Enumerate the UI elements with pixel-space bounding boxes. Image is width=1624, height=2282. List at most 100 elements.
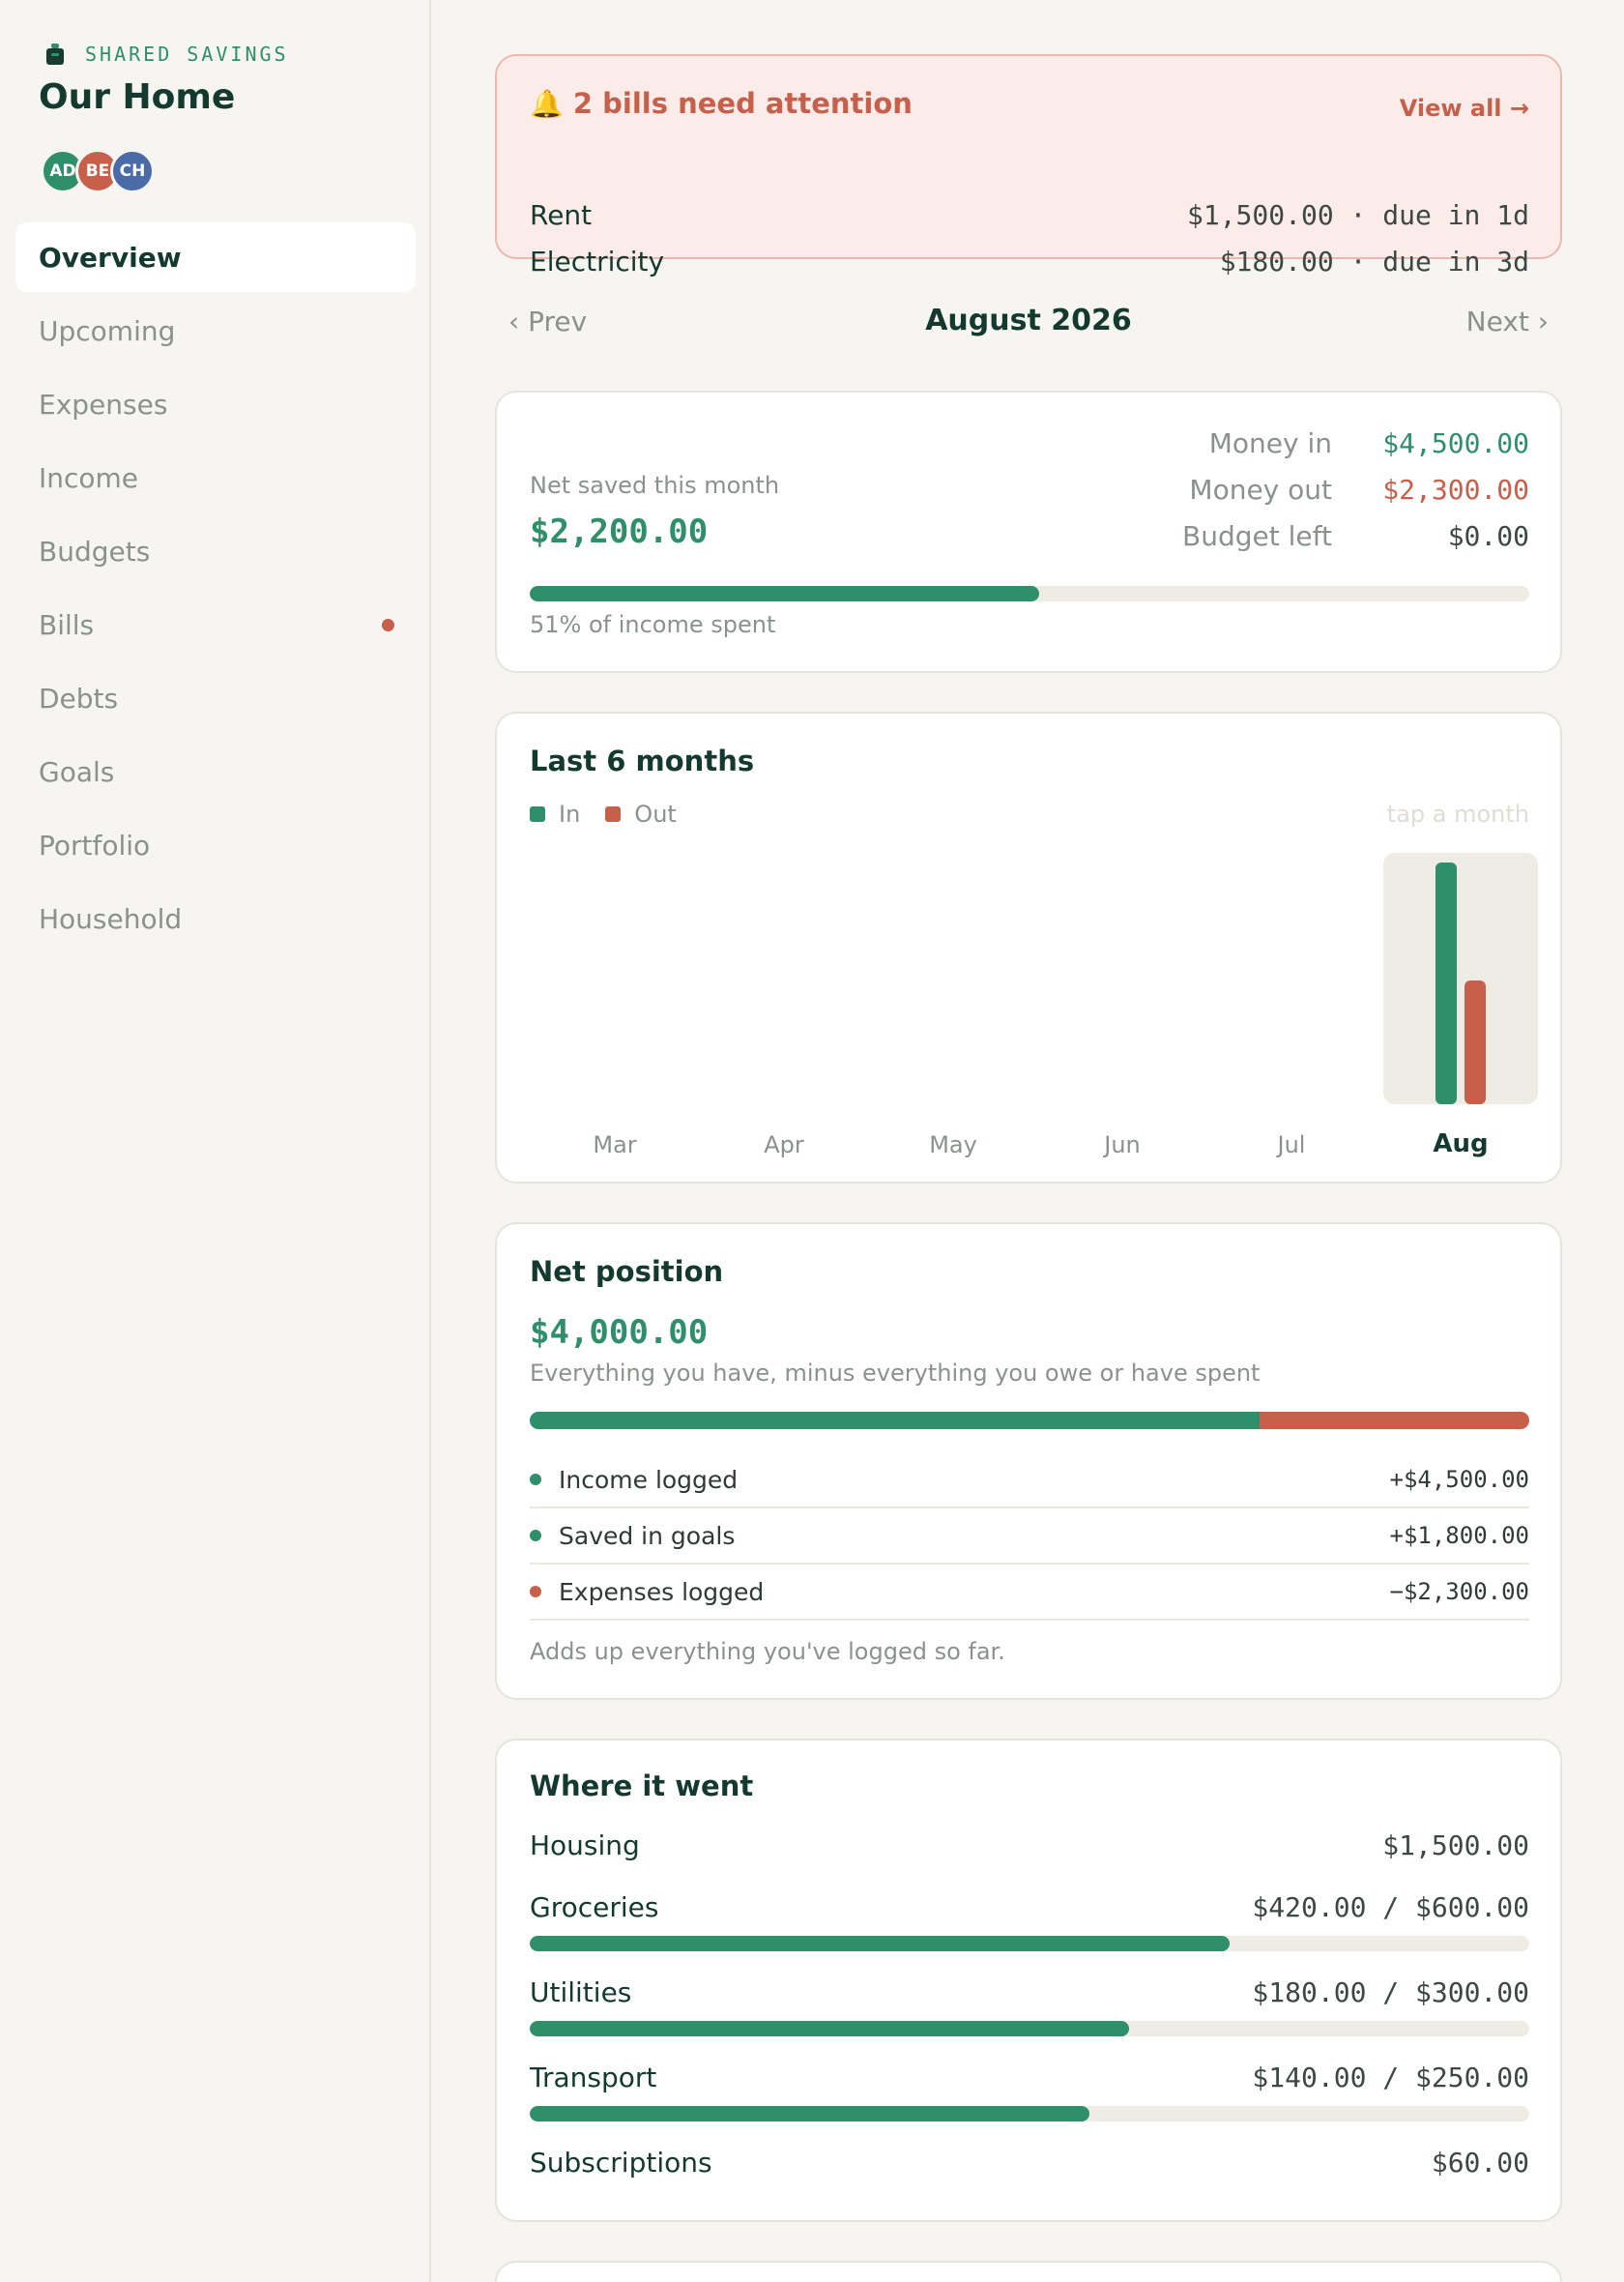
card-title: Last 6 months	[530, 745, 755, 777]
month-column-aug[interactable]: Aug	[1383, 853, 1538, 1158]
household-title: Our Home	[39, 77, 236, 117]
month-label: Jul	[1277, 1131, 1306, 1158]
stat-label: Budget left	[1182, 519, 1332, 552]
stat-value: $4,500.00	[1382, 426, 1529, 459]
bill-detail: $1,500.00 · due in 1d	[1186, 198, 1529, 231]
sidebar-item-income[interactable]: Income	[15, 443, 416, 512]
category-progress	[530, 2106, 1529, 2121]
status-dot	[530, 1530, 541, 1541]
legend-label: Out	[634, 801, 677, 828]
current-month: August 2026	[925, 304, 1132, 337]
sidebar-item-label: Overview	[39, 241, 182, 274]
sidebar-item-overview[interactable]: Overview	[15, 222, 416, 292]
sidebar-item-upcoming[interactable]: Upcoming	[15, 296, 416, 366]
month-label: May	[929, 1131, 977, 1158]
member-avatars[interactable]: AD BE CH	[41, 149, 155, 193]
net-saved-value: $2,200.00	[530, 512, 709, 551]
sidebar-item-label: Debts	[39, 682, 119, 715]
progress-fill	[530, 586, 1040, 601]
month-label: Jun	[1104, 1131, 1141, 1158]
tap-hint: tap a month	[1386, 801, 1529, 828]
sidebar-item-expenses[interactable]: Expenses	[15, 369, 416, 439]
month-column-jun[interactable]: Jun	[1045, 853, 1200, 1158]
sidebar-item-debts[interactable]: Debts	[15, 663, 416, 733]
bill-detail: $180.00 · due in 3d	[1219, 245, 1529, 278]
month-column-may[interactable]: May	[876, 853, 1030, 1158]
progress-fill	[530, 2021, 1130, 2036]
sidebar-item-label: Bills	[39, 608, 95, 641]
sidebar-item-budgets[interactable]: Budgets	[15, 516, 416, 586]
category-progress	[530, 2021, 1529, 2036]
piggy-bank-icon	[46, 44, 64, 65]
stat-money-out: Money out $2,300.00	[1081, 470, 1529, 509]
bill-row[interactable]: Electricity $180.00 · due in 3d	[530, 242, 1529, 280]
category-amount: $180.00 / $300.00	[1252, 1975, 1529, 2008]
sidebar-item-household[interactable]: Household	[15, 884, 416, 953]
month-highlight	[1214, 853, 1369, 1104]
category-name: Transport	[530, 2061, 657, 2093]
net-row: Saved in goals +$1,800.00	[530, 1508, 1529, 1565]
income-spent-progress	[530, 586, 1529, 601]
month-column-jul[interactable]: Jul	[1214, 853, 1369, 1158]
avatar[interactable]: CH	[110, 149, 155, 193]
bar-in-aug	[1436, 863, 1457, 1104]
stat-label: Money in	[1208, 426, 1332, 459]
stat-budget-left: Budget left $0.00	[1081, 516, 1529, 555]
bar-out-aug	[1464, 980, 1486, 1104]
month-label: Mar	[593, 1131, 637, 1158]
card-title: Net position	[530, 1255, 724, 1288]
category-name: Subscriptions	[530, 2146, 712, 2179]
net-position-card: Net position $4,000.00 Everything you ha…	[495, 1222, 1562, 1700]
next-month-button[interactable]: Next ›	[1465, 306, 1549, 337]
stat-value: $0.00	[1447, 519, 1529, 552]
bills-alert-card: 🔔 2 bills need attention View all → Rent…	[495, 54, 1562, 278]
category-amount: $60.00	[1431, 2146, 1529, 2179]
alert-title: 🔔 2 bills need attention	[530, 87, 913, 120]
sidebar-item-label: Goals	[39, 755, 115, 788]
category-amount: $420.00 / $600.00	[1252, 1890, 1529, 1923]
month-label: Aug	[1433, 1129, 1489, 1158]
month-highlight	[1383, 853, 1538, 1104]
legend-item-out: Out	[605, 801, 677, 828]
net-position-bar	[530, 1412, 1529, 1429]
sidebar-item-bills[interactable]: Bills	[15, 590, 416, 659]
sidebar-item-label: Budgets	[39, 535, 151, 568]
month-column-mar[interactable]: Mar	[537, 853, 692, 1158]
month-column-apr[interactable]: Apr	[707, 853, 861, 1158]
notification-dot	[382, 619, 394, 631]
sidebar-item-portfolio[interactable]: Portfolio	[15, 810, 416, 880]
category-row[interactable]: Utilities $180.00 / $300.00	[530, 1973, 1529, 2011]
brand: SHARED SAVINGS	[46, 43, 289, 66]
legend-label: In	[559, 801, 581, 828]
negative-segment	[1259, 1412, 1529, 1429]
positive-segment	[530, 1412, 1260, 1429]
month-highlight	[1045, 853, 1200, 1104]
alert-title-text: 2 bills need attention	[572, 87, 913, 120]
net-position-footnote: Adds up everything you've logged so far.	[530, 1638, 1005, 1665]
category-amount: $140.00 / $250.00	[1252, 2061, 1529, 2093]
month-navigator: ‹ Prev August 2026 Next ›	[495, 300, 1562, 346]
net-row: Expenses logged −$2,300.00	[530, 1565, 1529, 1621]
month-label: Apr	[764, 1131, 804, 1158]
progress-caption: 51% of income spent	[530, 611, 776, 638]
month-highlight	[707, 853, 861, 1104]
sidebar-item-goals[interactable]: Goals	[15, 737, 416, 806]
category-row[interactable]: Housing $1,500.00	[530, 1826, 1529, 1864]
bill-row[interactable]: Rent $1,500.00 · due in 1d	[530, 195, 1529, 234]
net-position-value: $4,000.00	[530, 1313, 709, 1352]
prev-month-button[interactable]: ‹ Prev	[508, 306, 588, 337]
category-row[interactable]: Subscriptions $60.00	[530, 2143, 1529, 2181]
net-position-caption: Everything you have, minus everything yo…	[530, 1360, 1261, 1387]
month-highlight	[537, 853, 692, 1104]
category-row[interactable]: Groceries $420.00 / $600.00	[530, 1887, 1529, 1926]
category-row[interactable]: Transport $140.00 / $250.00	[530, 2058, 1529, 2096]
net-row: Income logged +$4,500.00	[530, 1452, 1529, 1508]
net-row-label: Saved in goals	[559, 1521, 736, 1550]
brand-label: SHARED SAVINGS	[85, 43, 289, 66]
sidebar: SHARED SAVINGS Our Home AD BE CH Overvie…	[0, 0, 431, 2282]
legend-swatch	[605, 806, 622, 822]
view-all-link[interactable]: View all →	[1399, 95, 1529, 122]
net-row-amount: +$4,500.00	[1389, 1466, 1530, 1493]
legend-item-in: In	[530, 801, 580, 828]
net-row-amount: +$1,800.00	[1389, 1522, 1530, 1549]
